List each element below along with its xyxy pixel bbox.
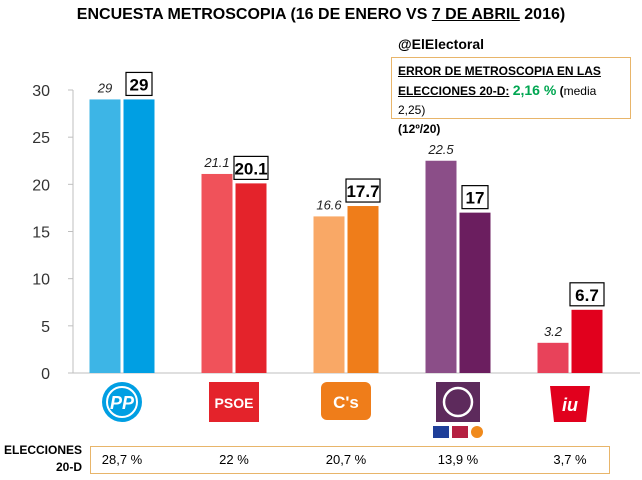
election-value: 28,7 % xyxy=(101,452,143,467)
chart-title: ENCUESTA METROSCOPIA (16 DE ENERO VS 7 D… xyxy=(76,6,566,23)
bar-apr-PSOE xyxy=(235,183,267,373)
error-rank: (12º/20) xyxy=(398,122,441,136)
election-value: 22 % xyxy=(219,452,249,467)
bar-jan-Podemos xyxy=(425,160,457,373)
bar-jan-C's xyxy=(313,216,345,373)
data-label-jan: 3.2 xyxy=(544,324,563,339)
logo-text-pp: PP xyxy=(110,393,135,413)
y-tick-label: 5 xyxy=(41,319,50,336)
data-label-apr: 17.7 xyxy=(346,182,379,201)
data-label-box-apr xyxy=(345,178,381,203)
bar-jan-PSOE xyxy=(201,173,233,373)
bar-apr-Podemos xyxy=(459,212,491,373)
error-line2-label: ELECCIONES 20-D: xyxy=(398,84,510,98)
bar-apr-PP xyxy=(123,99,155,373)
data-label-apr: 6.7 xyxy=(575,286,599,305)
data-label-box-apr xyxy=(569,282,605,307)
psoe-logo-icon xyxy=(209,382,259,422)
error-media: media 2,25) xyxy=(398,84,597,117)
podemos-circle-icon xyxy=(442,386,474,418)
logo-text-cs: C's xyxy=(333,393,359,412)
data-label-apr: 29 xyxy=(130,75,149,94)
election-value: 20,7 % xyxy=(325,452,367,467)
error-line1: ERROR DE METROSCOPIA EN LAS xyxy=(398,64,601,78)
y-tick-label: 25 xyxy=(32,130,50,147)
y-tick-label: 0 xyxy=(41,366,50,383)
y-tick-label: 15 xyxy=(32,225,50,242)
data-label-box-apr xyxy=(233,155,269,180)
coalition-logo-3-icon xyxy=(471,426,483,438)
data-label-apr: 20.1 xyxy=(234,159,267,178)
data-label-jan: 29 xyxy=(97,80,112,95)
data-label-jan: 22.5 xyxy=(427,142,454,157)
logo-text-psoe: PSOE xyxy=(215,395,254,411)
coalition-logo-2-icon xyxy=(452,426,468,438)
pp-logo-ring-icon xyxy=(106,386,138,418)
election-value: 3,7 % xyxy=(553,452,587,467)
bar-jan-PP xyxy=(89,99,121,373)
coalition-logo-1-icon xyxy=(433,426,449,438)
data-label-jan: 21.1 xyxy=(203,155,229,170)
y-tick-label: 30 xyxy=(32,83,50,100)
data-label-box-apr xyxy=(461,185,489,210)
iu-logo-icon xyxy=(550,386,590,422)
error-value: 2,16 % xyxy=(512,82,557,98)
cs-logo-icon xyxy=(321,382,371,420)
elections-label: ELECCIONES 20-D xyxy=(3,443,82,474)
logo-text-iu: iu xyxy=(562,395,578,415)
data-label-jan: 16.6 xyxy=(316,197,342,212)
twitter-handle: @ElElectoral xyxy=(398,36,485,52)
election-value: 13,9 % xyxy=(437,452,479,467)
bar-chart: 0 5 10 15 20 25 30 29 29 PP 21.1 20.1 PSOE 16.6 17.7 C'… xyxy=(32,71,640,438)
bar-apr-IU xyxy=(571,309,603,373)
data-label-apr: 17 xyxy=(466,189,485,208)
data-label-box-apr xyxy=(125,71,153,97)
y-tick-label: 20 xyxy=(32,177,50,194)
elections-results-box xyxy=(90,446,610,474)
bar-jan-IU xyxy=(537,342,569,373)
y-tick-label: 10 xyxy=(32,272,50,289)
error-box: ERROR DE METROSCOPIA EN LAS ELECCIONES 2… xyxy=(391,57,631,136)
bar-apr-C's xyxy=(347,206,379,373)
